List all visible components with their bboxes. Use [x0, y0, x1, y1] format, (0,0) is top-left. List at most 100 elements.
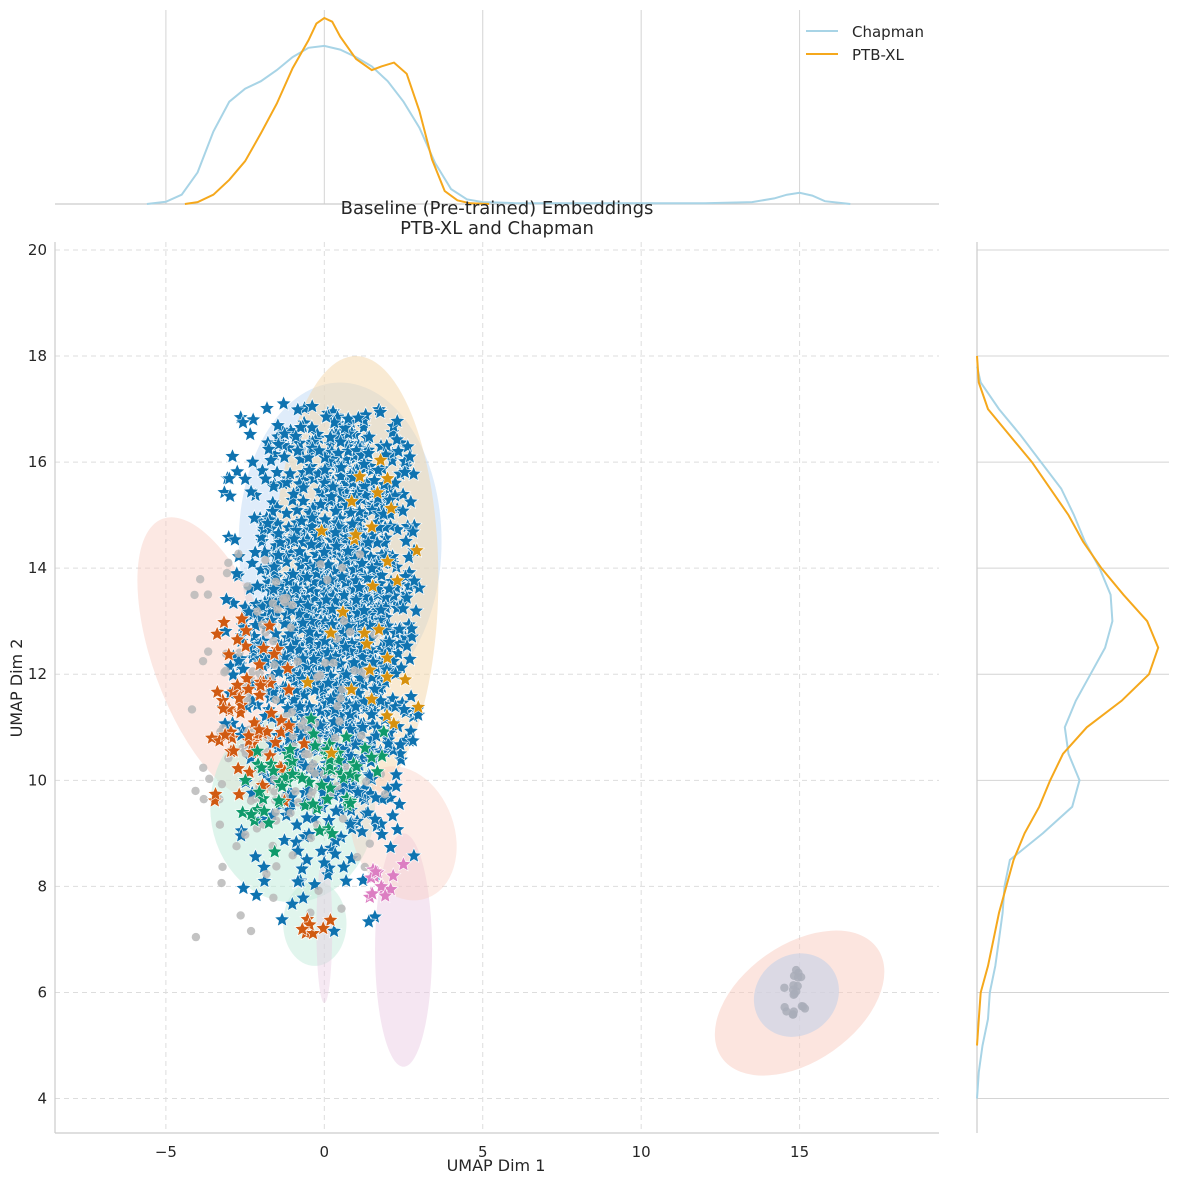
scatter-point-group-blue	[410, 579, 428, 596]
scatter-point-group-green	[242, 805, 260, 822]
scatter-point-group-grey	[253, 607, 262, 616]
scatter-point-group-grey	[190, 590, 199, 600]
scatter-point-group-blue	[363, 559, 381, 576]
scatter-point-group-amber	[379, 552, 396, 569]
chart-title-line1: Baseline (Pre-trained) Embeddings	[341, 198, 654, 219]
scatter-point-group-blue	[405, 572, 423, 589]
scatter-point-group-grey	[246, 796, 256, 805]
scatter-point-group-grey	[205, 774, 214, 784]
y-axis-label: UMAP Dim 2	[7, 639, 26, 738]
scatter-point-group-blue	[391, 735, 409, 752]
scatter-point-group-blue	[366, 471, 383, 488]
scatter-point-group-amber	[356, 624, 373, 641]
scatter-point-group-pink	[395, 855, 412, 872]
scatter-point-group-amber	[334, 603, 352, 620]
scatter-point-group-orange	[229, 676, 246, 693]
y-tick-label: 20	[28, 241, 47, 259]
scatter-point-group-grey	[269, 893, 278, 902]
scatter-point-group-blue	[244, 410, 262, 427]
scatter-point-group-blue	[335, 858, 353, 875]
scatter-point-group-blue	[317, 408, 335, 425]
y-tick-label: 18	[28, 347, 47, 365]
scatter-point-group-blue	[347, 591, 365, 608]
scatter-point-group-blue	[257, 470, 274, 487]
scatter-point-group-blue	[256, 872, 273, 889]
scatter-point-group-blue	[394, 599, 412, 616]
scatter-point-group-blue	[234, 413, 252, 430]
scatter-point-group-blue	[388, 430, 406, 447]
scatter-point-group-amber	[378, 668, 396, 685]
scatter-point-group-green	[234, 803, 252, 820]
scatter-point-group-grey	[278, 594, 288, 604]
scatter-point-group-grey	[288, 851, 297, 860]
scatter-point-group-blue	[316, 632, 334, 649]
scatter-point-group-green	[319, 790, 336, 807]
scatter-point-group-blue	[403, 628, 421, 645]
scatter-point-group-green	[281, 740, 299, 757]
scatter-point-group-pink	[367, 863, 385, 879]
scatter-point-group-blue	[316, 510, 334, 527]
scatter-point-group-green	[342, 794, 359, 811]
scatter-point-group-amber	[322, 624, 340, 641]
scatter-point-group-blue	[289, 400, 307, 417]
scatter-point-group-orange	[251, 686, 268, 703]
scatter-point-group-blue	[407, 602, 425, 619]
scatter-point-group-blue	[398, 637, 416, 654]
y-tick-label: 12	[28, 665, 47, 683]
scatter-point-group-blue	[402, 493, 420, 510]
scatter-point-group-green	[341, 765, 359, 782]
scatter-point-group-blue	[366, 810, 384, 827]
scatter-point-group-blue	[350, 578, 368, 595]
scatter-point-group-green	[373, 747, 391, 764]
scatter-point-group-green	[323, 824, 341, 841]
scatter-point-group-grey	[329, 658, 338, 668]
scatter-point-group-orange-low	[304, 924, 322, 941]
scatter-point-group-blue	[228, 564, 246, 581]
scatter-point-group-orange	[214, 700, 232, 716]
scatter-point-group-grey	[321, 658, 330, 668]
scatter-point-group-blue	[351, 503, 368, 519]
scatter-point-group-blue	[244, 453, 262, 470]
scatter-point-group-blue	[242, 483, 260, 500]
scatter-point-group-grey	[345, 627, 355, 637]
scatter-point-group-blue	[228, 462, 246, 479]
scatter-point-group-blue	[270, 524, 287, 541]
scatter-point-group-orange	[240, 727, 258, 743]
scatter-point-group-orange	[261, 617, 278, 634]
scatter-point-group-blue	[282, 639, 299, 656]
scatter-point-group-orange	[279, 659, 297, 676]
scatter-point-group-green	[270, 792, 288, 808]
scatter-point-group-orange	[252, 676, 269, 693]
scatter-point-group-blue	[402, 722, 420, 739]
scatter-point-group-blue	[363, 705, 380, 722]
scatter-point-group-grey	[365, 839, 374, 848]
scatter-point-group-grey	[316, 560, 325, 569]
scatter-point-group-green	[266, 843, 284, 859]
scatter-point-group-blue	[265, 558, 283, 575]
scatter-point-group-amber	[323, 744, 340, 761]
y-tick-label: 4	[37, 1090, 47, 1108]
top-marginal	[55, 10, 939, 205]
scatter-point-group-grey	[218, 862, 227, 872]
scatter-point-group-amber	[389, 572, 406, 588]
scatter-point-group-green	[302, 710, 320, 726]
scatter-point-group-blue	[402, 687, 420, 704]
scatter-point-group-blue	[301, 630, 318, 647]
scatter-point-group-blue	[281, 464, 299, 481]
scatter-point-group-grey	[293, 657, 303, 666]
scatter-point-group-blue	[405, 847, 423, 863]
scatter-point-group-blue	[332, 433, 349, 450]
tick-labels: −5 0 5 10 15 4 6 8 10 12 14 16 18 20	[28, 241, 809, 1161]
scatter-point-group-orange	[232, 704, 249, 720]
scatter-point-group-blue	[337, 872, 355, 889]
scatter-point-group-green	[253, 759, 270, 775]
scatter-point-group-green	[249, 742, 266, 759]
scatter-point-group-blue	[324, 478, 342, 494]
scatter-point-group-blue	[336, 419, 354, 436]
scatter-point-group-blue	[295, 479, 312, 495]
scatter-point-group-amber	[396, 671, 414, 687]
scatter-point-group-blue	[389, 820, 406, 837]
scatter-point-group-blue	[327, 523, 344, 540]
scatter-point-group-amber	[370, 620, 388, 637]
